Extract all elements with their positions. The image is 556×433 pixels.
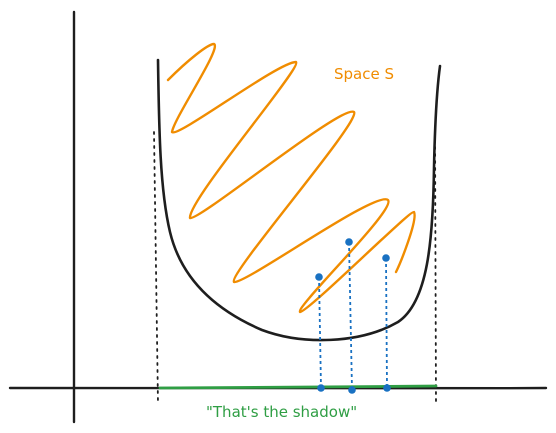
shadow-segment — [158, 384, 438, 390]
y-axis — [72, 10, 76, 424]
point-in-space — [382, 254, 390, 262]
space-region-outline — [156, 58, 442, 342]
space-label: Space S — [334, 65, 394, 83]
point-in-space — [345, 238, 353, 246]
space-scribble — [166, 42, 416, 314]
right-guide-line — [434, 125, 437, 405]
guide-lines — [153, 125, 437, 405]
projected-point — [383, 384, 391, 392]
projections — [315, 238, 391, 394]
point-in-space — [315, 273, 323, 281]
shadow-label: "That's the shadow" — [206, 403, 357, 421]
left-guide-line — [153, 131, 159, 405]
projection-line — [385, 257, 388, 389]
projected-point — [317, 384, 325, 392]
projection-line — [318, 276, 322, 389]
projected-point — [348, 386, 356, 394]
projection-line — [348, 241, 353, 391]
